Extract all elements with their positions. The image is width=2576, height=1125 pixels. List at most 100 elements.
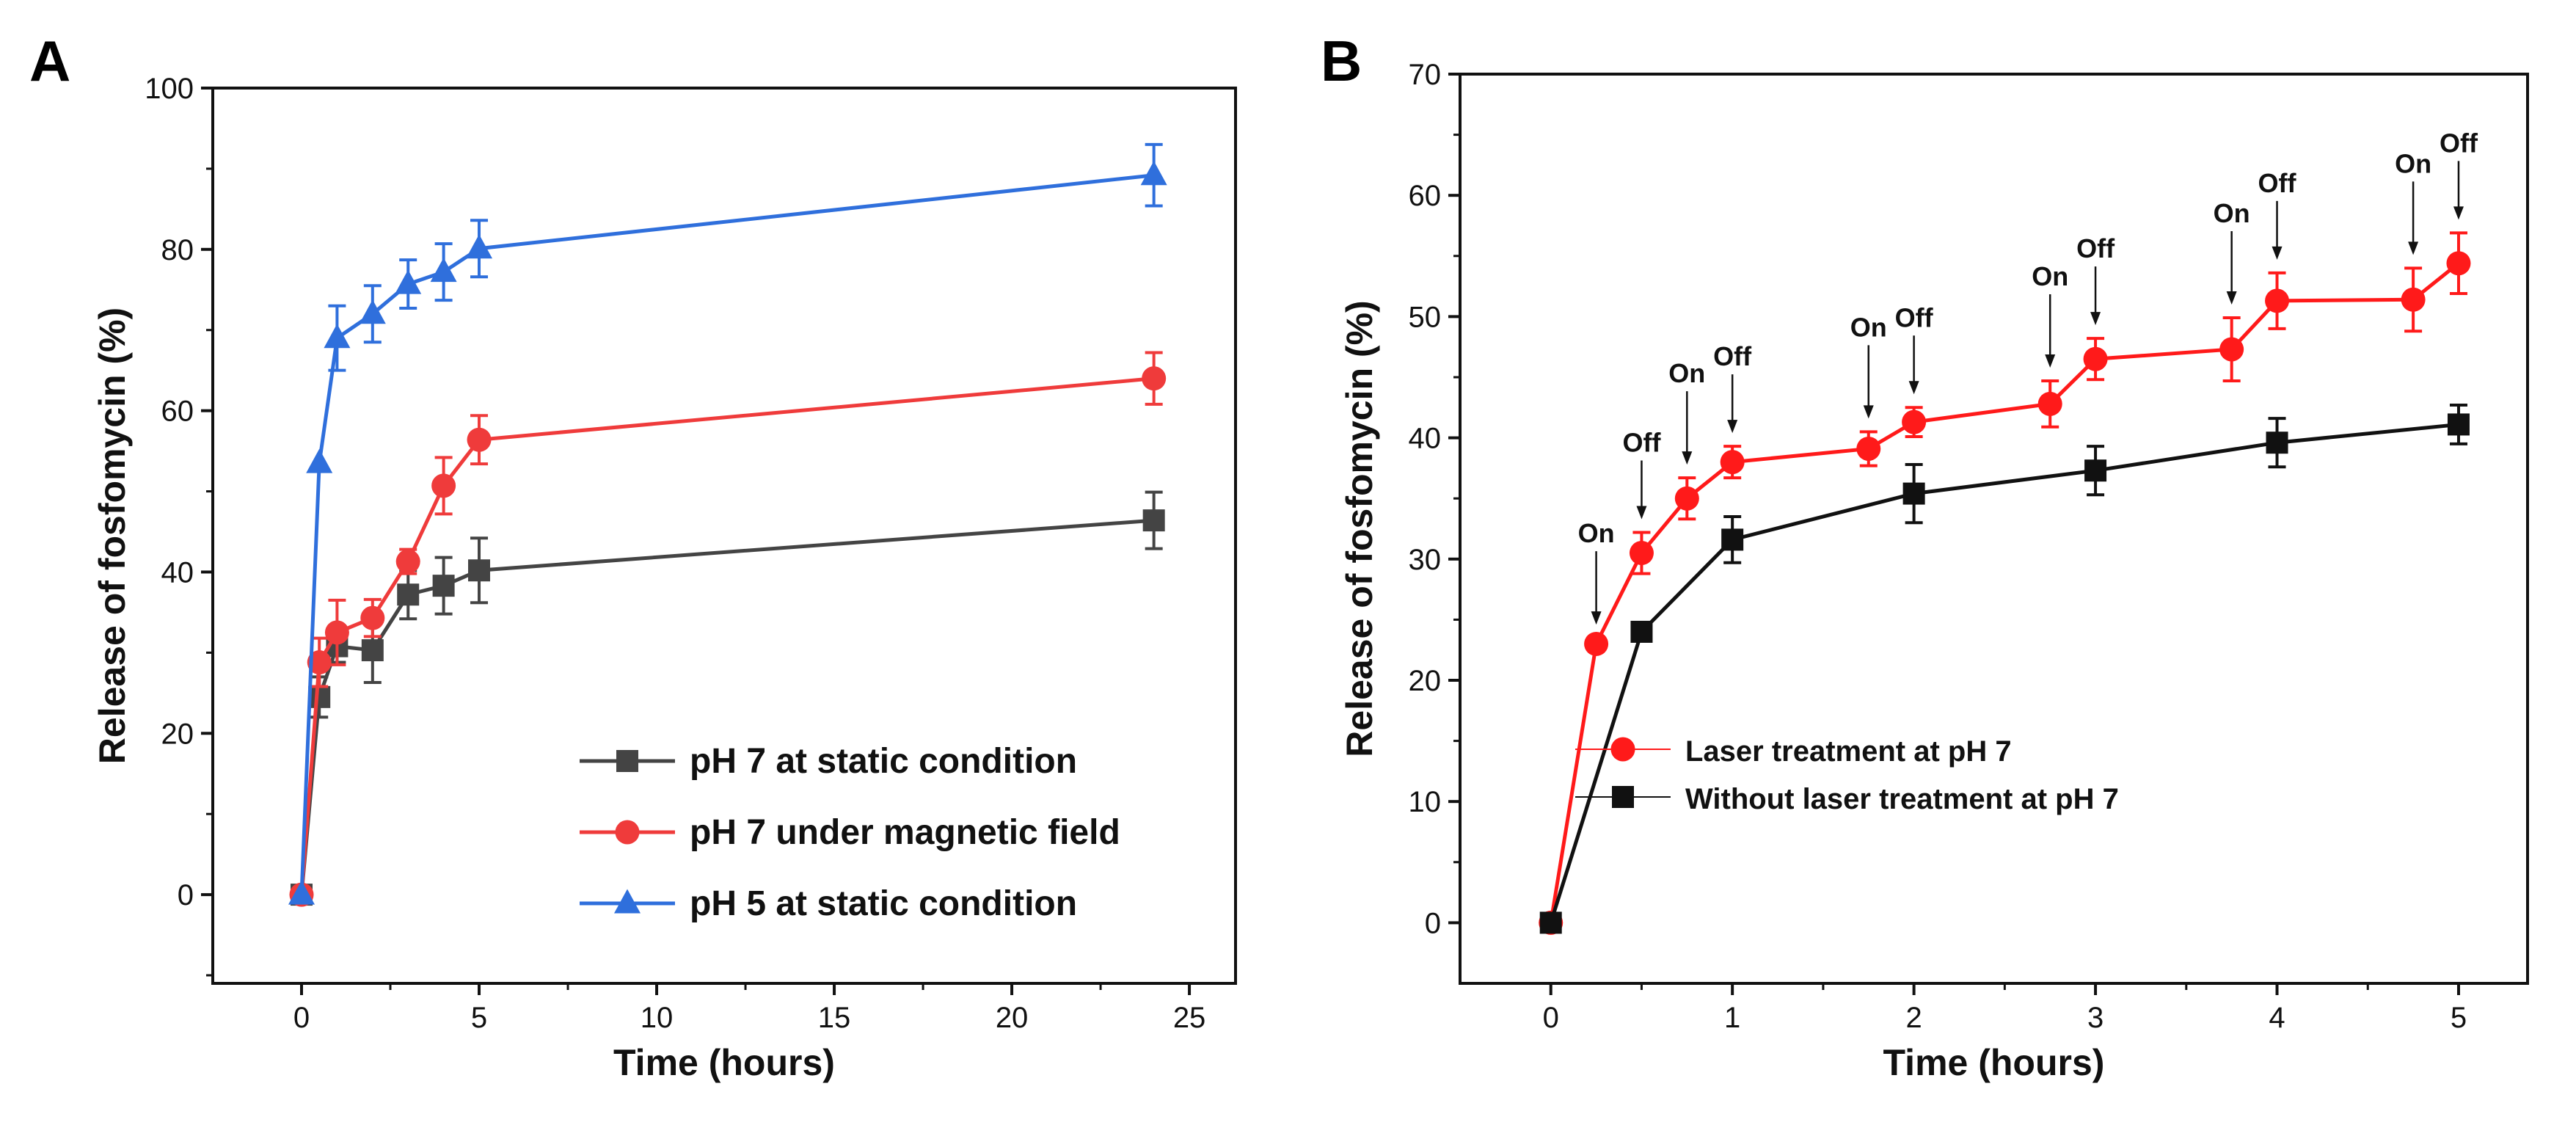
y-tick-label: 20: [1409, 665, 1442, 697]
y-tick-label: 60: [1409, 180, 1442, 212]
x-tick-label: 4: [2269, 1002, 2285, 1034]
y-tick-label: 0: [178, 879, 194, 911]
chart-a: 0 5 10 15 20 25 0 20 40 60 80 100 Time (hours) Releas…: [92, 73, 1237, 1083]
annotation-label: On: [2032, 261, 2068, 291]
series-line: [299, 173, 1154, 895]
data-point: [2447, 413, 2470, 436]
x-tick-label: 1: [1724, 1002, 1740, 1034]
panel-label-b: B: [1321, 29, 1362, 93]
data-point: [359, 299, 386, 324]
data-point: [1720, 450, 1745, 475]
annotation-label: On: [1850, 312, 1887, 342]
annotation-on: On: [1578, 518, 1615, 625]
data-point: [2401, 287, 2426, 312]
data-point: [1629, 541, 1654, 566]
data-point: [432, 575, 455, 597]
annotation-off: Off: [2258, 168, 2297, 260]
y-axis-title: Release of fosfomycin (%): [92, 307, 133, 764]
data-point: [2265, 288, 2290, 313]
data-point: [1856, 436, 1881, 461]
data-point: [2266, 432, 2288, 454]
data-point: [361, 639, 384, 662]
arrow-head: [1591, 611, 1602, 625]
arrow-head: [1636, 506, 1647, 520]
x-tick-label: 5: [2451, 1002, 2467, 1034]
data-point: [395, 549, 420, 574]
annotation-on: On: [2395, 148, 2431, 255]
data-point: [360, 605, 385, 630]
arrow-head: [1908, 381, 1919, 395]
x-tick-label: 3: [2087, 1002, 2104, 1034]
data-point: [1902, 409, 1927, 434]
legend-marker: [1612, 786, 1634, 808]
annotation-label: Off: [1713, 341, 1752, 371]
annotation-on: On: [2032, 261, 2068, 368]
data-point: [2037, 391, 2062, 416]
x-tick-label: 2: [1905, 1002, 1922, 1034]
data-point: [2084, 459, 2107, 482]
data-point: [395, 269, 422, 294]
data-point: [1902, 482, 1925, 505]
y-tick-label: 40: [1409, 423, 1442, 455]
x-tick-label: 0: [293, 1002, 310, 1034]
legend-marker: [614, 889, 641, 914]
data-point: [1142, 509, 1165, 532]
legend-marker: [616, 750, 638, 772]
y-tick-label: 20: [161, 718, 194, 750]
legend-label: pH 7 under magnetic field: [690, 813, 1120, 852]
x-tick-label: 20: [996, 1002, 1029, 1034]
y-tick-label: 0: [1425, 907, 1441, 939]
data-point: [306, 448, 333, 473]
series-ph-5-at-static-condition: [288, 142, 1167, 905]
annotation-label: On: [1578, 518, 1615, 548]
arrow-head: [2226, 291, 2237, 305]
data-point: [1584, 631, 1609, 656]
arrow-head: [2408, 241, 2419, 255]
data-point: [324, 324, 351, 349]
annotation-off: Off: [1895, 302, 1934, 395]
legend-label: Laser treatment at pH 7: [1685, 735, 2012, 768]
annotation-label: Off: [1895, 302, 1934, 332]
x-tick-label: 25: [1173, 1002, 1206, 1034]
data-point: [1630, 620, 1653, 643]
plot-frame: [211, 87, 1237, 985]
data-point: [324, 620, 349, 645]
annotation-label: Off: [2076, 233, 2115, 263]
series-laser-treatment-at-ph-7: [1539, 231, 2471, 935]
x-axis-title: Time (hours): [613, 1042, 835, 1083]
data-point: [1539, 911, 1562, 934]
y-tick-label: 50: [1409, 301, 1442, 333]
y-tick-label: 100: [145, 73, 194, 105]
legend-label: Without laser treatment at pH 7: [1685, 783, 2119, 815]
data-point: [468, 559, 491, 582]
annotation-label: On: [1668, 358, 1705, 388]
legend-marker: [1610, 737, 1635, 762]
plot-frame: [1459, 73, 2529, 985]
y-tick-label: 30: [1409, 544, 1442, 576]
series-ph-7-under-magnetic-field: [289, 351, 1167, 907]
arrow-head: [2272, 246, 2283, 260]
panel-label-a: A: [29, 29, 70, 93]
annotation-on: On: [1850, 312, 1887, 419]
legend-marker: [615, 820, 640, 845]
legend: pH 7 at static condition pH 7 under magne…: [580, 742, 1120, 923]
series-without-laser-treatment-at-ph-7: [1539, 403, 2470, 934]
data-point: [431, 473, 456, 498]
data-point: [2446, 251, 2471, 276]
annotation-off: Off: [1622, 427, 1661, 520]
data-point: [1140, 161, 1167, 186]
y-tick-label: 10: [1409, 786, 1442, 818]
data-point: [1674, 486, 1699, 511]
annotation-label: Off: [2440, 128, 2478, 158]
annotation-off: Off: [2440, 128, 2478, 220]
legend: Laser treatment at pH 7 Without laser tre…: [1575, 735, 2119, 815]
annotation-label: On: [2395, 148, 2431, 178]
annotation-on: On: [1668, 358, 1705, 465]
legend-label: pH 7 at static condition: [690, 742, 1077, 781]
y-tick-label: 70: [1409, 59, 1442, 91]
data-point: [307, 650, 332, 675]
arrow-head: [2045, 354, 2056, 368]
data-point: [397, 583, 420, 606]
data-point: [1142, 366, 1167, 391]
